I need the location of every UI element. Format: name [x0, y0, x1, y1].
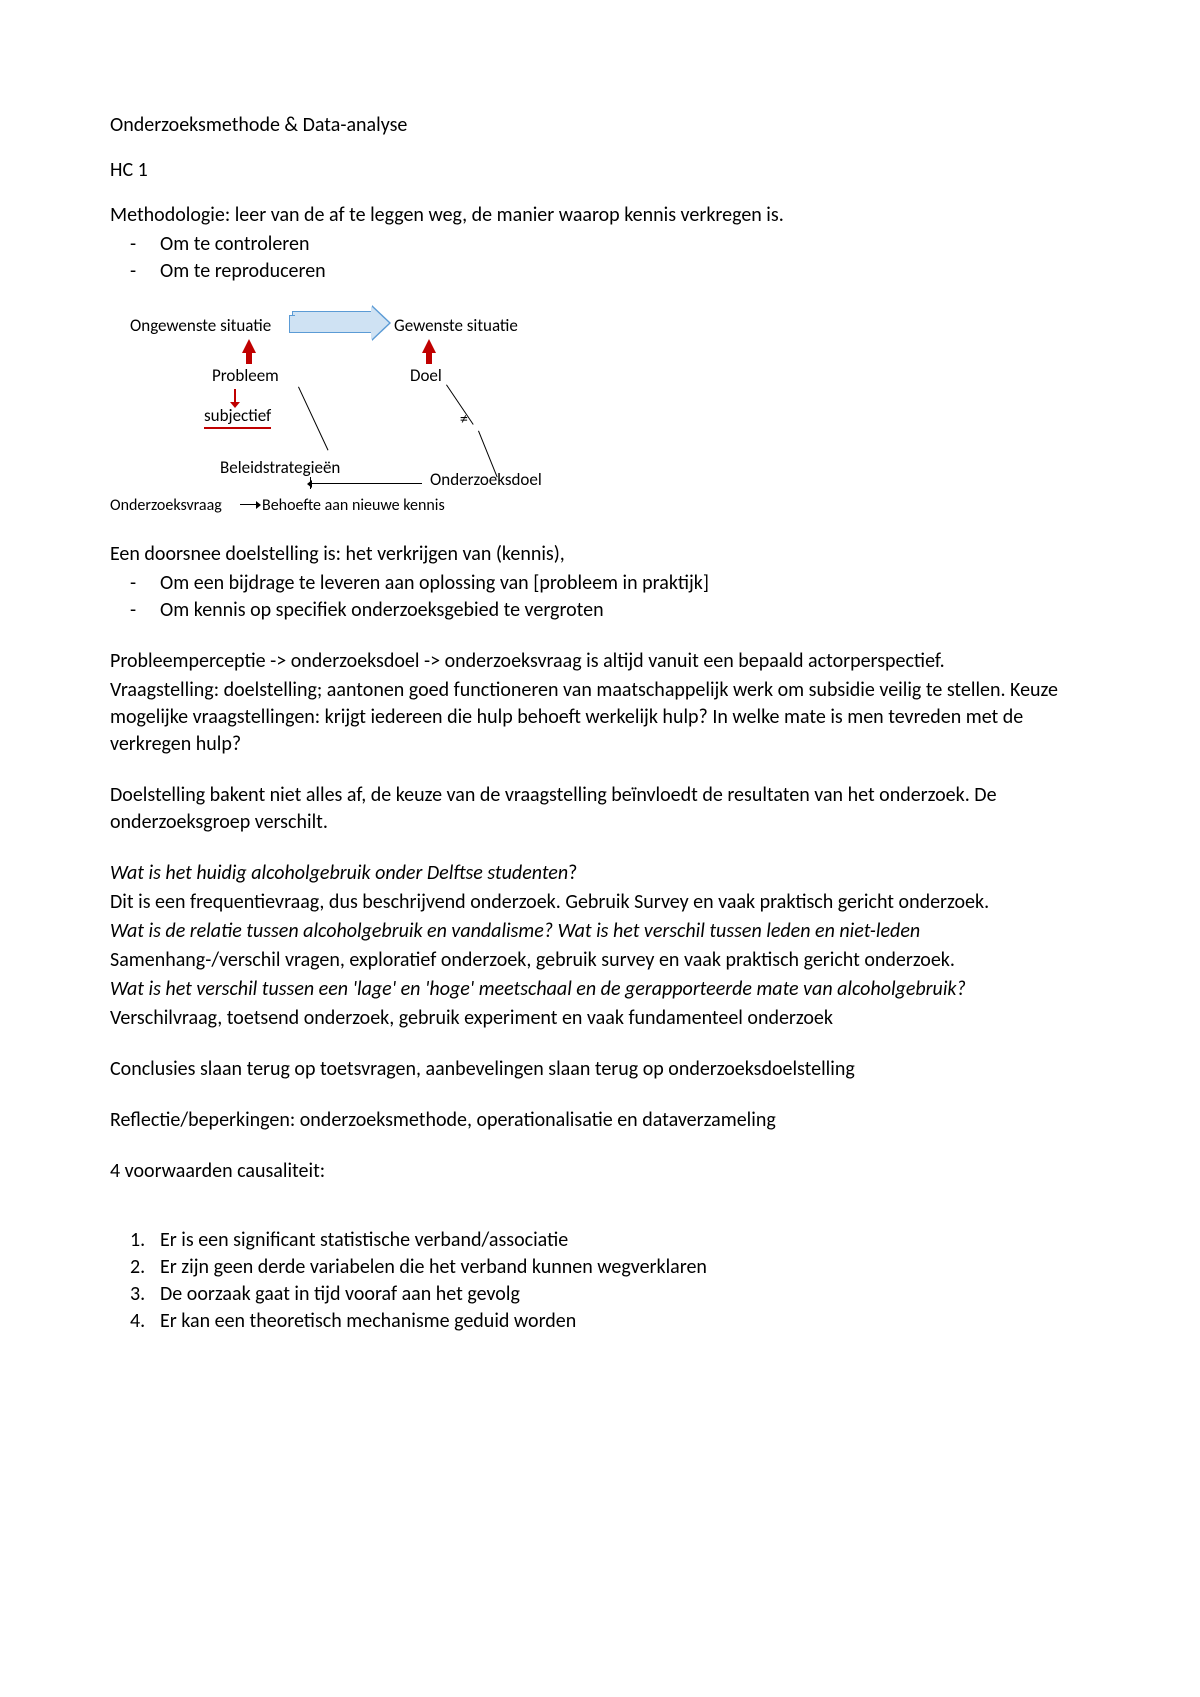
- para-doelstelling-intro: Een doorsnee doelstelling is: het verkri…: [110, 541, 1090, 568]
- q2-answer: Samenhang-/verschil vragen, exploratief …: [110, 947, 1090, 974]
- q3: Wat is het verschil tussen een 'lage' en…: [110, 976, 1090, 1003]
- doelstelling-list: Om een bijdrage te leveren aan oplossing…: [110, 570, 1090, 624]
- arrow-right-icon: [292, 311, 372, 333]
- q1: Wat is het huidig alcoholgebruik onder D…: [110, 860, 1090, 887]
- list-item: Er kan een theoretisch mechanisme geduid…: [160, 1308, 1090, 1335]
- node-doel: Doel: [410, 365, 442, 388]
- arrow-down-icon: [234, 389, 236, 403]
- concept-diagram: Ongewenste situatie Gewenste situatie Pr…: [130, 309, 690, 519]
- list-item: Om kennis op specifiek onderzoeksgebied …: [160, 597, 1090, 624]
- connector-line: [298, 387, 328, 451]
- arrow-up-icon: [422, 339, 436, 353]
- para-vraagstelling: Vraagstelling: doelstelling; aantonen go…: [110, 677, 1090, 758]
- node-behoefte: Behoefte aan nieuwe kennis: [262, 495, 445, 517]
- para-causaliteit-intro: 4 voorwaarden causaliteit:: [110, 1158, 1090, 1185]
- node-probleem: Probleem: [212, 365, 279, 388]
- node-subjectief: subjectief: [204, 405, 271, 428]
- para-probleemperceptie: Probleemperceptie -> onderzoeksdoel -> o…: [110, 648, 1090, 675]
- methodologie-list: Om te controleren Om te reproduceren: [110, 231, 1090, 285]
- node-onderzoeksdoel: Onderzoeksdoel: [430, 469, 542, 492]
- node-ongewenste: Ongewenste situatie: [130, 315, 271, 338]
- para-methodologie: Methodologie: leer van de af te leggen w…: [110, 202, 1090, 229]
- arrow-right-small-icon: [240, 504, 256, 505]
- causaliteit-list: Er is een significant statistische verba…: [110, 1227, 1090, 1335]
- node-beleid: Beleidstrategieën: [220, 457, 340, 480]
- node-gewenste: Gewenste situatie: [394, 315, 518, 338]
- list-item: Om te controleren: [160, 231, 1090, 258]
- para-doelstelling-bakent: Doelstelling bakent niet alles af, de ke…: [110, 782, 1090, 836]
- list-item: Om te reproduceren: [160, 258, 1090, 285]
- list-item: De oorzaak gaat in tijd vooraf aan het g…: [160, 1281, 1090, 1308]
- arrow-up-icon: [242, 339, 256, 353]
- arrow-left-icon: [312, 483, 422, 484]
- q2: Wat is de relatie tussen alcoholgebruik …: [110, 918, 1090, 945]
- list-item: Er zijn geen derde variabelen die het ve…: [160, 1254, 1090, 1281]
- node-onderzoeksvraag: Onderzoeksvraag: [110, 495, 222, 517]
- connector-line: [310, 477, 311, 489]
- list-item: Er is een significant statistische verba…: [160, 1227, 1090, 1254]
- para-conclusies: Conclusies slaan terug op toetsvragen, a…: [110, 1056, 1090, 1083]
- not-equal-icon: ≠: [460, 409, 468, 431]
- list-item: Om een bijdrage te leveren aan oplossing…: [160, 570, 1090, 597]
- page-title: Onderzoeksmethode & Data-analyse: [110, 112, 1090, 139]
- q1-answer: Dit is een frequentievraag, dus beschrij…: [110, 889, 1090, 916]
- q3-answer: Verschilvraag, toetsend onderzoek, gebru…: [110, 1005, 1090, 1032]
- para-reflectie: Reflectie/beperkingen: onderzoeksmethode…: [110, 1107, 1090, 1134]
- section-heading: HC 1: [110, 157, 1090, 184]
